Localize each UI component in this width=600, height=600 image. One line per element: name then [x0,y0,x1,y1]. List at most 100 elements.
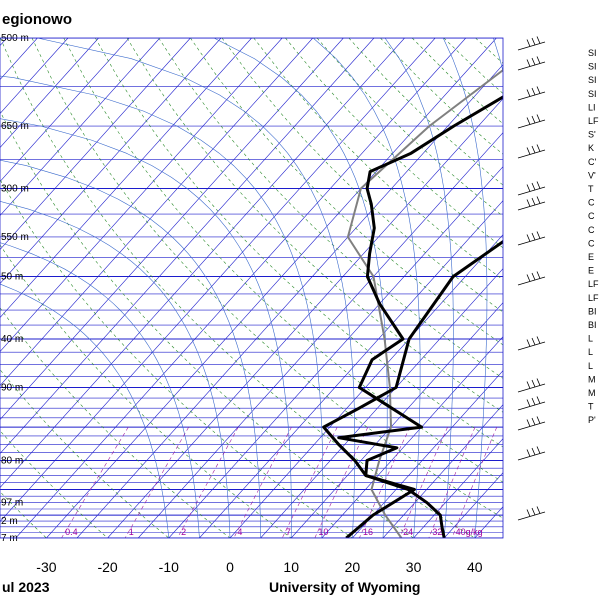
moist-adiabat-line [0,118,292,538]
station-index-label: E [588,252,594,262]
mixing-ratio-line [61,426,129,538]
isotherm-line [290,302,503,538]
wind-barb-staff [517,236,546,246]
wind-barbs [517,36,546,521]
station-index-label: BI [588,306,597,316]
station-index-label: L [588,347,593,357]
station-index-label: C [588,198,595,208]
wind-barb [517,336,546,351]
dry-adiabat-line [158,38,503,379]
height-label: 97 m [1,498,23,509]
isotherm-line [0,38,405,489]
wind-barb [517,114,546,129]
parcel-path [346,68,503,538]
wind-barb-flag [531,337,536,346]
isotherm-line [76,64,503,538]
height-label: 500 m [1,33,29,44]
wind-barb [517,231,546,246]
station-index-label: L [588,334,593,344]
isotherm-line [168,166,503,538]
wind-barb-flag [531,182,536,191]
wind-barb-staff [517,41,546,51]
grid-lines [0,38,600,538]
wind-barb-flag [536,336,541,344]
moist-adiabat-line [384,38,454,538]
isotherm-line [107,98,503,538]
isotherm-line [0,38,314,387]
wind-barb-flag [536,36,541,44]
dry-adiabat-line [253,38,503,281]
isotherm-line [443,472,503,538]
dry-adiabat-line [0,369,169,538]
x-tick-label: 40 [467,559,483,575]
wind-barb-flag [526,117,531,125]
isotherm-line [0,38,161,217]
wind-barb-flag [526,399,531,407]
isotherm-line [0,38,283,353]
wind-barb-staff [517,91,546,101]
station-index-label: T [588,184,594,194]
mixing-ratio-label: 2 [181,527,186,537]
wind-barb-flag [531,57,536,66]
isotherm-line [260,268,503,538]
wind-barb [517,396,546,411]
station-index-label: C' [588,157,596,167]
wind-barb-staff [517,451,546,461]
wind-barb-staff [517,186,546,196]
station-index-label: LF [588,279,599,289]
wind-barb-flag [531,115,536,124]
station-index-label: SI [588,62,597,72]
wind-barb-flag [526,509,531,517]
x-tick-label: -10 [159,559,179,575]
dry-adiabat-line [507,38,600,538]
isotherm-line [0,38,436,523]
isotherm-line [352,370,503,538]
wind-barb-flag [526,147,531,155]
station-index-label: LI [588,102,596,112]
mixing-ratio-line [177,426,239,538]
station-index-label: C [588,238,595,248]
sounding-lines [322,68,503,538]
station-index-label: E [588,266,594,276]
moist-adiabat-line [37,38,356,538]
dry-adiabat-line [0,38,475,538]
isotherm-line [199,200,503,538]
wind-barb-flag [536,378,541,386]
wind-barb [517,36,546,51]
date-caption: ul 2023 [2,579,50,595]
wind-barb-flag [531,37,536,46]
wind-barb-flag [526,381,531,389]
moist-adiabat-line [312,38,421,538]
x-axis-ticks: -30 -20 -10 0 10 20 30 40 [36,559,483,575]
wind-barb-flag [536,86,541,94]
wind-barb [517,416,546,431]
wind-barb [517,506,546,521]
moist-adiabat-line [0,242,200,538]
dry-adiabat-line [443,38,503,94]
station-index-label: LF [588,293,599,303]
wind-barb-flag [536,56,541,64]
isotherm-line [0,38,344,421]
x-tick-label: -30 [36,559,56,575]
isotherm-line [505,38,600,538]
isotherm-line [474,506,503,538]
wind-barb-flag [536,231,541,239]
wind-barb-flag [531,197,536,206]
wind-barb [517,196,546,211]
wind-barb-flag [536,396,541,404]
wind-barb-flag [536,181,541,189]
mixing-ratio-label: 40g/kg [456,527,483,537]
moist-adiabat-line [0,159,261,538]
wind-barb-flag [536,271,541,279]
mixing-ratio-line [314,426,369,538]
station-index-label: M [588,388,596,398]
wind-barb [517,181,546,196]
isotherm-line [0,38,191,251]
station-index-label: L [588,361,593,371]
wind-barb-flag [526,184,531,192]
height-label: 650 m [1,121,29,132]
wind-barb [517,144,546,159]
chart-title: egionowo [2,11,72,28]
dry-adiabat-line [0,430,108,538]
